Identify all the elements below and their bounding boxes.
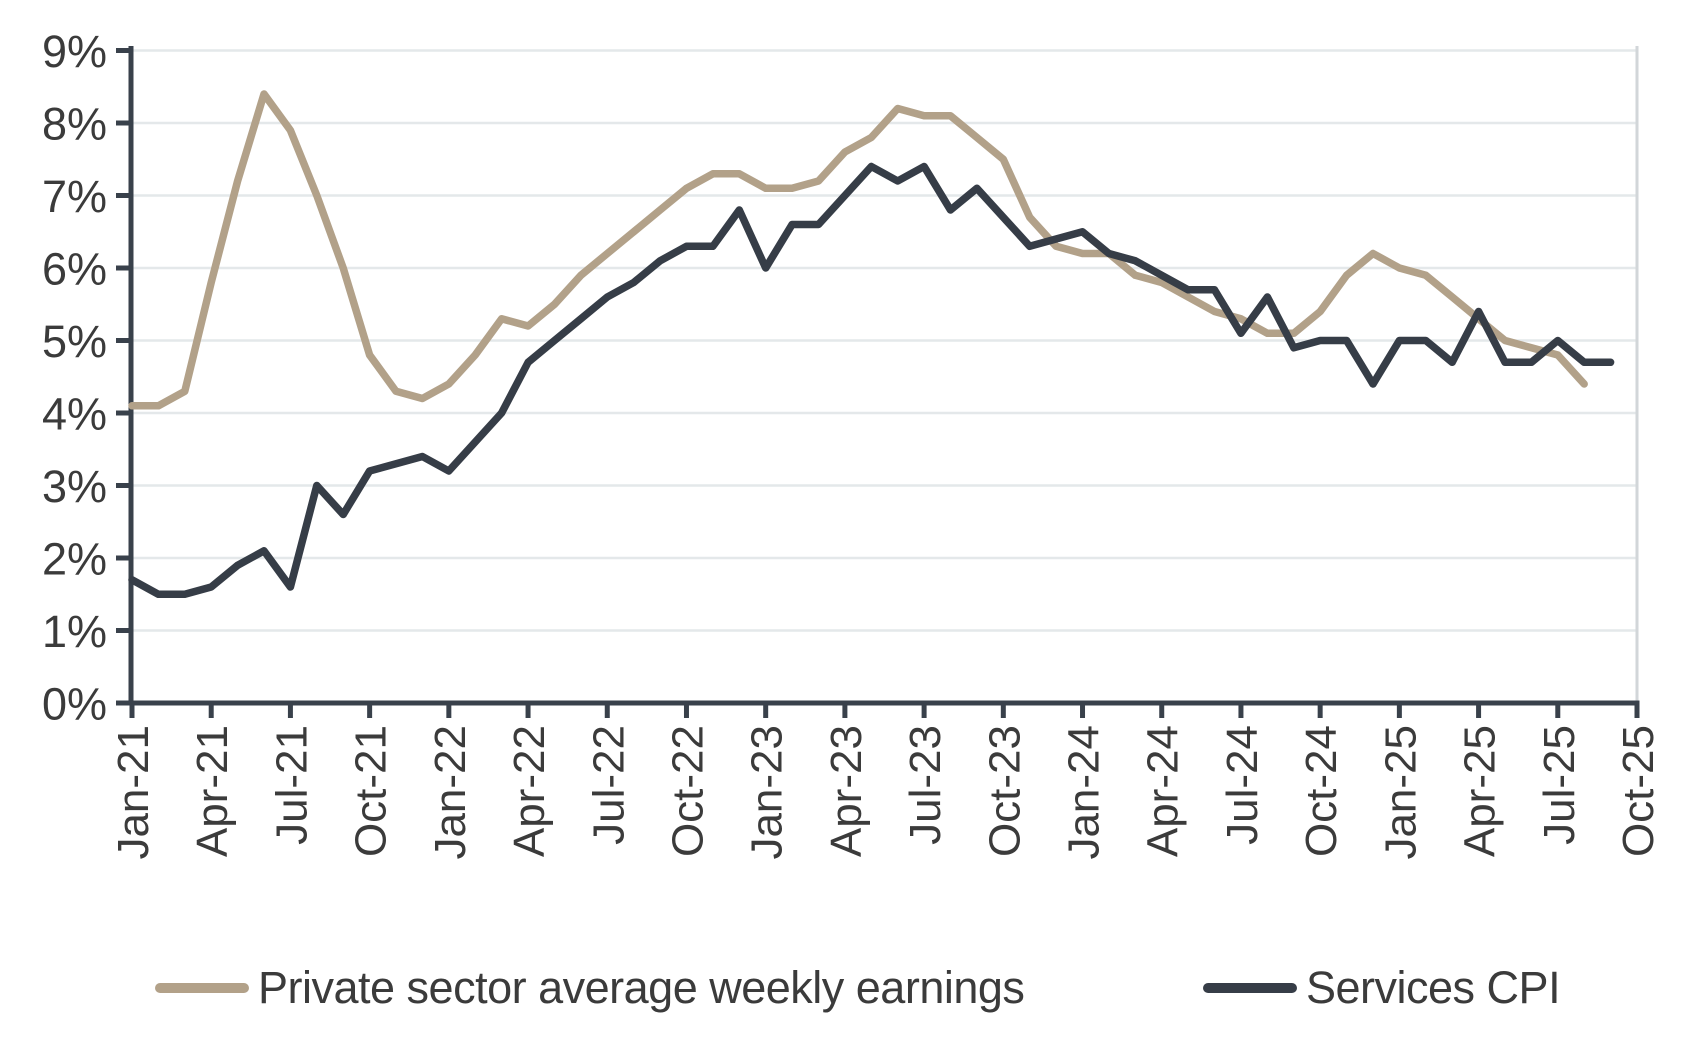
x-tick-label-Jul-21: Jul-21 [267,725,316,845]
x-tick-label-Oct-23: Oct-23 [980,725,1029,857]
x-tick-label-Apr-23: Apr-23 [822,725,871,857]
x-tick-label-Jul-23: Jul-23 [901,725,950,845]
x-tick-label-Oct-25: Oct-25 [1614,725,1663,857]
series-line-cpi [128,162,1615,599]
x-tick-label-Oct-21: Oct-21 [347,725,396,857]
y-tick-label-7%: 7% [42,171,107,222]
y-tick-label-8%: 8% [42,99,107,150]
y-tick-label-4%: 4% [42,389,107,440]
y-tick-label-0%: 0% [42,679,107,730]
x-tick-label-Jul-22: Jul-22 [584,725,633,845]
x-tick-label-Oct-22: Oct-22 [663,725,712,857]
x-tick-label-Apr-25: Apr-25 [1456,725,1505,857]
x-tick-label-Jan-23: Jan-23 [743,725,792,860]
x-tick-label-Apr-22: Apr-22 [505,725,554,857]
x-tick-label-Jul-25: Jul-25 [1535,725,1584,845]
y-tick-label-9%: 9% [42,26,107,77]
x-tick-label-Apr-21: Apr-21 [188,725,237,857]
x-tick-label-Apr-24: Apr-24 [1139,725,1188,857]
y-tick-label-2%: 2% [42,534,107,585]
y-tick-label-1%: 1% [42,606,107,657]
x-tick-label-Jul-24: Jul-24 [1218,725,1267,845]
x-tick-label-Jan-22: Jan-22 [426,725,475,860]
y-tick-label-5%: 5% [42,316,107,367]
x-tick-label-Jan-21: Jan-21 [109,725,158,860]
y-tick-label-6%: 6% [42,244,107,295]
x-tick-label-Jan-25: Jan-25 [1376,725,1425,860]
x-tick-label-Jan-24: Jan-24 [1060,725,1109,860]
x-tick-label-Oct-24: Oct-24 [1297,725,1346,857]
y-tick-label-3%: 3% [42,461,107,512]
series-line-earnings [128,90,1588,410]
